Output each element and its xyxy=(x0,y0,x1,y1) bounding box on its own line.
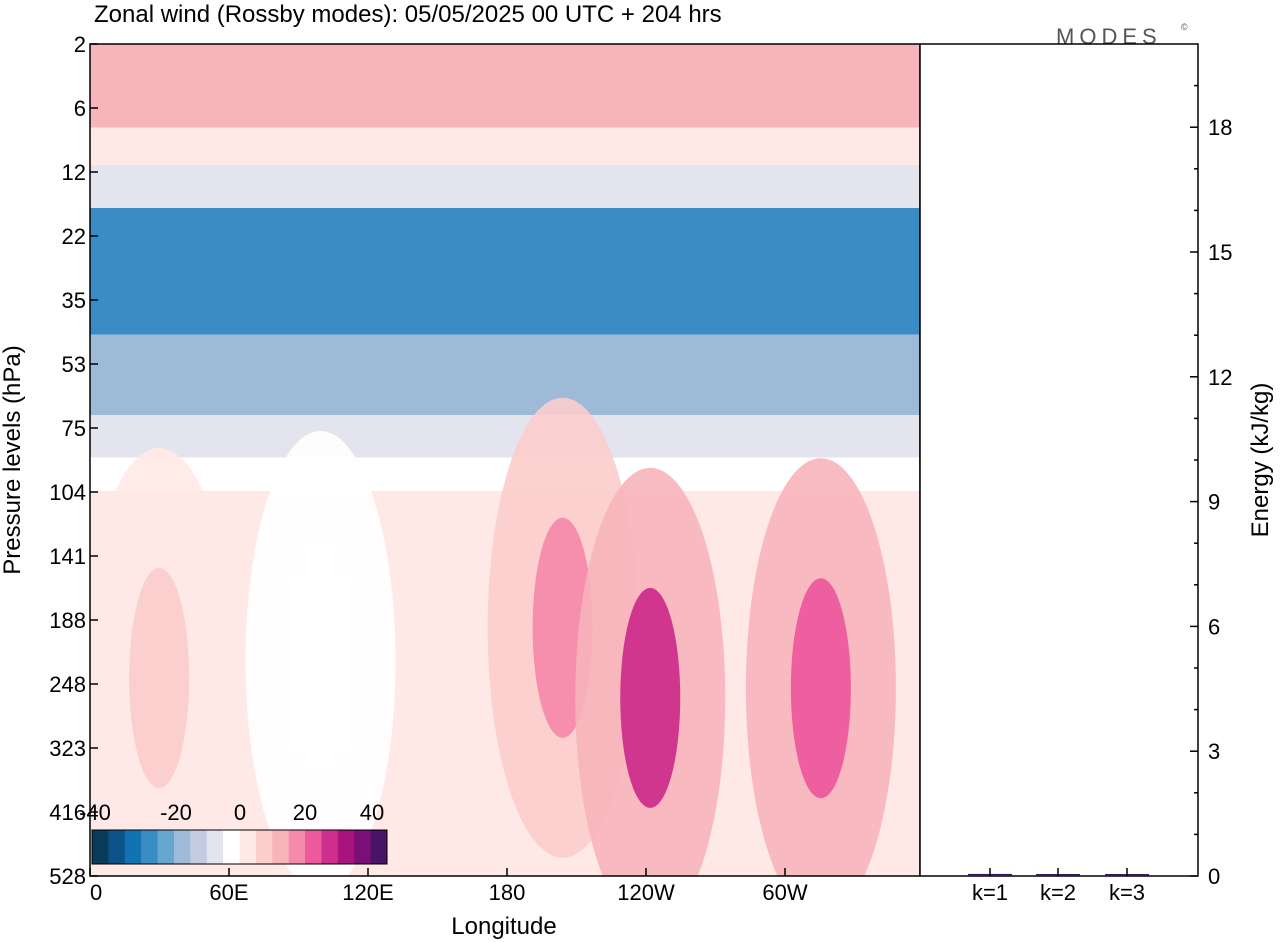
energy-axis: 0 3 6 9 12 15 18 xyxy=(1190,84,1232,889)
energy-category-label: k=2 xyxy=(1040,880,1076,905)
colorbar-swatch xyxy=(173,830,191,864)
colorbar-tick-label: 20 xyxy=(293,800,317,825)
colorbar-swatch xyxy=(223,830,240,864)
feature-core-1 xyxy=(620,587,681,808)
x-tick-label: 60E xyxy=(209,880,248,905)
colorbar-swatch xyxy=(370,830,388,864)
heatmap-panel xyxy=(90,44,920,876)
y-tick-label: 12 xyxy=(62,160,86,185)
energy-tick-label: 9 xyxy=(1208,490,1220,515)
energy-tick-label: 6 xyxy=(1208,614,1220,639)
colorbar-swatch xyxy=(272,830,290,864)
y-tick-label: 248 xyxy=(49,672,86,697)
energy-category-label: k=1 xyxy=(972,880,1008,905)
colorbar-swatch xyxy=(124,830,142,864)
colorbar-swatch xyxy=(141,830,159,864)
energy-panel-frame xyxy=(919,43,1199,877)
colorbar: -40 -20 0 20 40 xyxy=(79,800,388,865)
colorbar-swatch xyxy=(337,830,355,864)
colorbar-swatch xyxy=(305,830,322,864)
colorbar-tick-label: -20 xyxy=(160,800,192,825)
y-axis-label: Pressure levels (hPa) xyxy=(0,345,26,574)
y-tick-label: 188 xyxy=(49,608,86,633)
colorbar-frame xyxy=(91,829,388,865)
feature-core-2 xyxy=(790,578,851,799)
colorbar-swatch xyxy=(206,830,224,864)
colorbar-swatch xyxy=(190,830,208,864)
y-tick-label: 22 xyxy=(62,224,86,249)
colorbar-swatch xyxy=(92,830,109,864)
colorbar-swatch xyxy=(321,830,339,864)
feature-core-3 xyxy=(129,567,190,788)
x-axis: 0 60E 120E 180 120W 60W xyxy=(89,868,808,905)
y-tick-label: 528 xyxy=(49,864,86,889)
colorbar-swatch xyxy=(157,830,175,864)
y-tick-label: 141 xyxy=(49,544,86,569)
x-tick-label: 120E xyxy=(342,880,393,905)
energy-axis-label: Energy (kJ/kg) xyxy=(1247,383,1274,538)
colorbar-tick-label: -40 xyxy=(79,800,111,825)
energy-category-label: k=3 xyxy=(1109,880,1145,905)
colorbar-swatch xyxy=(108,830,126,864)
x-tick-label: 120W xyxy=(617,880,675,905)
colorbar-swatch xyxy=(354,830,372,864)
energy-bars: k=1 k=2 k=3 xyxy=(968,868,1149,905)
energy-tick-label: 3 xyxy=(1208,739,1220,764)
y-tick-label: 6 xyxy=(74,96,86,121)
colorbar-tick-label: 0 xyxy=(234,800,246,825)
modes-logo-mark: © xyxy=(1181,22,1188,32)
energy-tick-label: 0 xyxy=(1208,864,1220,889)
heatmap-features xyxy=(90,397,896,876)
y-tick-label: 2 xyxy=(74,32,86,57)
energy-tick-label: 15 xyxy=(1208,240,1232,265)
x-tick-label: 60W xyxy=(762,880,807,905)
colorbar-tick-label: 40 xyxy=(360,800,384,825)
y-tick-label: 75 xyxy=(62,416,86,441)
energy-tick-label: 18 xyxy=(1208,115,1232,140)
energy-tick-label: 12 xyxy=(1208,365,1232,390)
feature-core-4 xyxy=(290,551,351,772)
colorbar-swatch xyxy=(239,830,257,864)
x-axis-label: Longitude xyxy=(451,913,556,940)
y-tick-label: 323 xyxy=(49,736,86,761)
colorbar-swatch xyxy=(288,830,306,864)
y-tick-label: 53 xyxy=(62,352,86,377)
chart-title: Zonal wind (Rossby modes): 05/05/2025 00… xyxy=(94,1,722,28)
y-tick-label: 35 xyxy=(62,288,86,313)
x-tick-label: 180 xyxy=(489,880,526,905)
colorbar-swatch xyxy=(255,830,273,864)
x-tick-label: 0 xyxy=(90,880,102,905)
y-axis: 2 6 12 22 35 53 75 104 141 188 248 323 416 528 xyxy=(49,32,98,889)
y-tick-label: 416 xyxy=(49,800,86,825)
y-tick-label: 104 xyxy=(49,480,86,505)
